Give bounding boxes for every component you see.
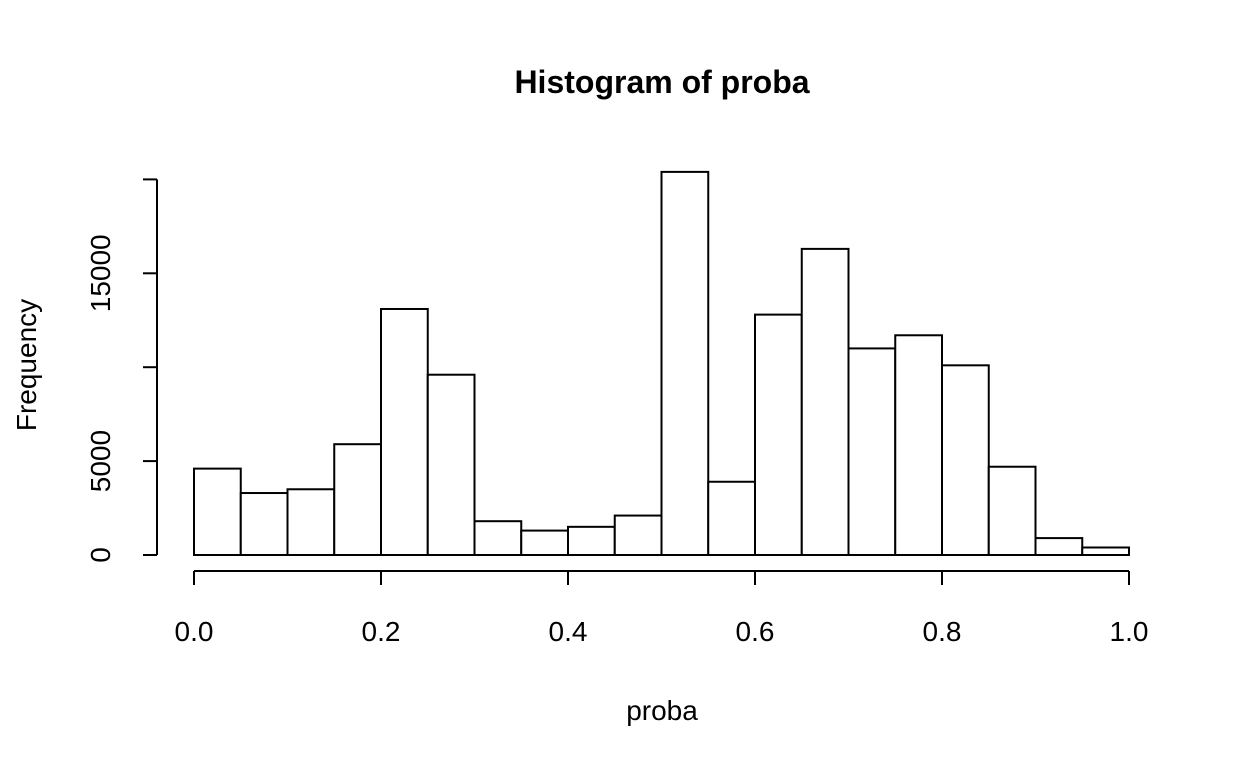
histogram-bar <box>473 520 523 556</box>
histogram-bar <box>707 480 756 556</box>
y-axis-label: Frequency <box>11 299 42 431</box>
histogram-bar <box>193 467 242 556</box>
histogram-bar <box>613 514 663 557</box>
histogram-bar <box>1081 546 1130 556</box>
histogram-bar <box>894 334 943 556</box>
histogram-bar <box>426 373 476 556</box>
x-tick-label: 1.0 <box>1110 616 1149 647</box>
histogram-bar <box>660 170 710 556</box>
histogram-bar <box>567 525 616 557</box>
histogram-bar <box>941 364 990 556</box>
histogram-bar <box>847 347 897 557</box>
histogram-bar <box>520 529 569 556</box>
histogram-bars <box>193 170 1130 557</box>
x-tick-label: 0.6 <box>736 616 775 647</box>
x-tick-label: 0.8 <box>923 616 962 647</box>
y-axis: 0 5000 15000 <box>85 178 158 563</box>
chart-title: Histogram of proba <box>514 64 809 100</box>
histogram-bar <box>333 443 382 556</box>
histogram-bar <box>380 307 429 556</box>
x-tick-label: 0.2 <box>362 616 401 647</box>
y-tick-label: 0 <box>85 547 116 563</box>
y-tick-label: 5000 <box>85 430 116 492</box>
histogram-bar <box>754 313 803 556</box>
x-tick-label: 0.0 <box>175 616 214 647</box>
histogram-bar <box>1034 537 1084 557</box>
x-axis: 0.0 0.2 0.4 0.6 0.8 1.0 <box>175 570 1149 647</box>
histogram-bar <box>286 488 336 556</box>
histogram-bar <box>800 247 850 557</box>
x-axis-label: proba <box>626 695 698 726</box>
x-tick-label: 0.4 <box>549 616 588 647</box>
histogram-bar <box>987 465 1037 557</box>
histogram-bar <box>239 492 289 556</box>
y-tick-label: 15000 <box>85 234 116 312</box>
